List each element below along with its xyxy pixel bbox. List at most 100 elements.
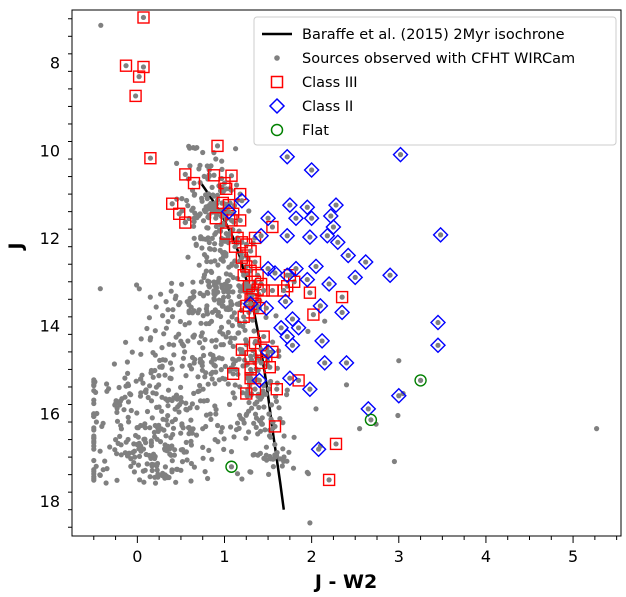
class2-marker [308,258,324,275]
source-point [594,426,600,432]
class2-marker [253,227,270,244]
source-point [170,307,176,313]
class3-source-dot [258,360,264,366]
class2-source-dot [322,360,328,366]
class2-source-dot [239,198,245,204]
class3-marker [207,169,221,182]
class3-marker [270,383,283,396]
source-point [166,474,172,481]
class3-marker [219,182,233,196]
source-point [228,424,234,430]
source-point [272,452,278,458]
source-point [199,359,205,365]
source-point [223,306,229,312]
class2-marker [432,226,449,243]
source-point [168,288,174,294]
source-point [195,374,201,380]
source-point [209,338,215,344]
class3-source-dot [182,171,188,177]
source-point [203,423,209,430]
class2-marker [279,227,296,244]
source-point [276,353,282,359]
source-point [119,396,125,402]
source-point [191,390,197,396]
source-point [227,401,233,407]
source-point [183,373,189,379]
source-point [291,434,297,440]
source-point [124,359,130,365]
class3-marker [240,260,253,273]
class3-source-dot [214,143,221,149]
source-point [116,384,122,391]
source-point [208,371,214,377]
source-point [225,294,231,300]
source-point [233,366,239,372]
class3-marker [257,330,270,343]
source-point [185,254,191,260]
class2-marker [334,304,351,321]
class3-source-dot [248,375,254,381]
legend-sources-swatch [274,55,280,61]
source-point [182,322,188,328]
source-point [198,320,204,326]
source-point [134,425,140,431]
source-point [167,360,174,366]
legend-sources-label: Sources observed with CFHT WIRCam [302,51,575,67]
source-point [91,382,97,388]
source-point [139,372,145,378]
class3-source-dot [261,333,267,340]
source-point [185,425,192,431]
class3-marker [179,168,192,181]
source-point [165,413,171,419]
y-tick-label: 14 [40,317,60,336]
source-point [305,328,311,334]
source-point [162,357,168,363]
class2-marker [258,300,275,317]
class3-source-dot [248,248,254,254]
source-point [218,241,224,247]
class3-source-dot [232,244,238,250]
source-point [115,440,121,446]
source-point [97,286,103,292]
source-point [128,407,134,414]
class2-source-dot [284,333,290,340]
class3-source-dot [237,191,243,197]
source-point [136,286,142,292]
source-point [186,320,192,326]
class2-marker [303,162,320,178]
source-point [203,370,209,376]
source-point [144,408,151,415]
class2-marker [430,337,446,354]
class3-marker [268,420,282,433]
source-point [152,328,158,334]
source-point [236,283,242,289]
class2-source-dot [248,301,254,307]
source-point [223,271,229,277]
source-point [133,432,139,439]
legend-class2-label: Class II [302,99,353,115]
source-point [222,281,228,287]
source-point [205,235,211,241]
source-point [205,278,211,284]
class2-source-dot [324,233,330,239]
source-point [91,471,97,477]
source-point [140,380,146,386]
source-point [196,388,202,394]
class3-source-dot [191,180,197,186]
source-point [91,467,97,473]
source-point [235,330,241,336]
class3-source-dot [261,287,267,294]
source-point [104,381,110,387]
source-point [134,410,140,416]
class3-source-dot [223,186,229,192]
source-point [229,314,235,320]
source-point [191,360,197,366]
source-point [222,363,228,369]
source-point [164,446,170,452]
source-point [148,443,154,449]
class2-source-dot [265,215,271,221]
class2-source-dot [363,259,369,265]
class3-marker [233,214,247,227]
y-tick-label: 16 [40,404,60,423]
source-point [202,469,208,475]
